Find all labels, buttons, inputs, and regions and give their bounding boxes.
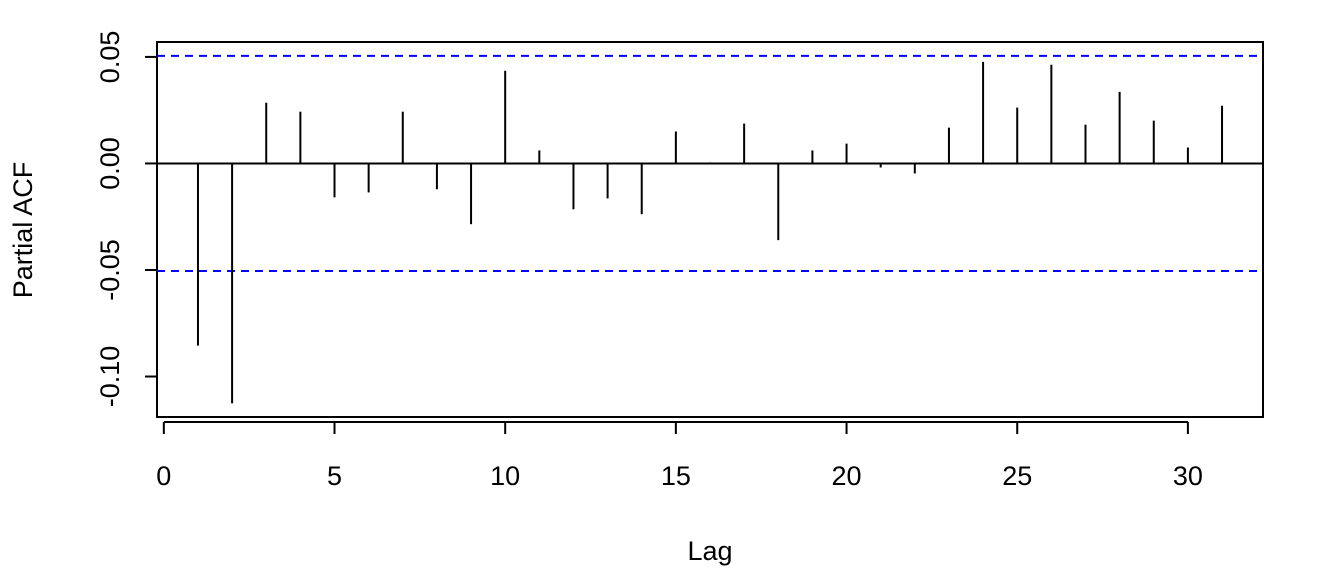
x-axis-label: Lag (687, 536, 732, 566)
x-tick-label: 30 (1173, 461, 1203, 491)
x-tick-label: 0 (156, 461, 171, 491)
y-tick-label: 0.05 (95, 31, 125, 84)
x-tick-label: 20 (832, 461, 862, 491)
y-axis-label: Partial ACF (8, 162, 38, 299)
y-tick-label: -0.10 (95, 346, 125, 408)
x-tick-label: 10 (490, 461, 520, 491)
x-tick-label: 15 (661, 461, 691, 491)
plot-frame (156, 41, 1264, 418)
x-tick-label: 25 (1002, 461, 1032, 491)
y-tick-label: 0.00 (95, 137, 125, 190)
x-tick-label: 5 (327, 461, 342, 491)
y-tick-label: -0.05 (95, 239, 125, 301)
